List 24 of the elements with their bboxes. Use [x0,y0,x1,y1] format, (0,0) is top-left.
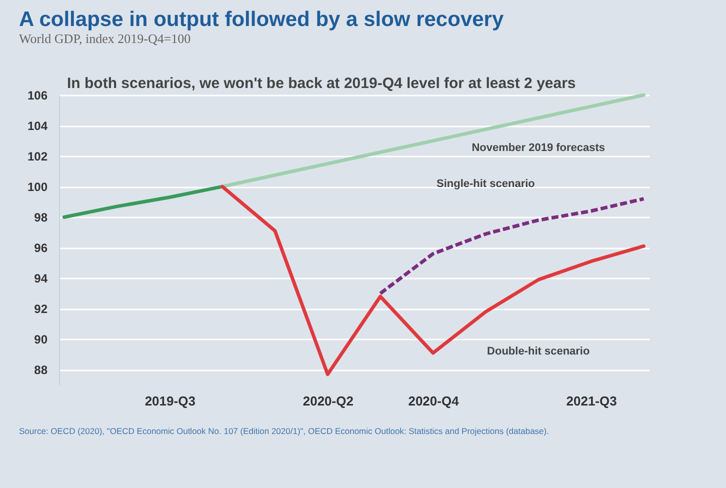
y-tick-label: 102 [27,150,48,164]
y-tick-label: 100 [27,180,48,194]
chart-subtitle: World GDP, index 2019-Q4=100 [19,31,191,46]
source-note: Source: OECD (2020), "OECD Economic Outlook No. 107 (Edition 2020/1)", OECD Economic Outlook: Statistics and Projections (database). [19,426,549,436]
line-series [378,197,646,296]
x-tick-label: 2019-Q3 [144,394,196,408]
x-tick-label: 2021-Q3 [566,394,617,408]
y-tick-label: 92 [34,302,48,316]
y-tick-label: 94 [34,272,48,286]
text: Single-hit scenario [436,178,536,190]
x-tick-label: 2020-Q2 [302,394,354,408]
y-tick-label: 98 [34,210,48,225]
x-tick-label: 2020-Q4 [408,394,460,408]
y-tick-label: 96 [34,241,48,256]
line-series [220,93,646,188]
chart-title: A collapse in output followed by a slow recovery [19,8,504,31]
y-tick-label: 90 [34,332,48,347]
series-label: November 2019 forecasts [472,142,606,154]
text: In both scenarios, we won't be back at 2019-Q4 level for at least 2 years [67,75,576,92]
y-tick-label: 88 [34,363,48,378]
text: Double-hit scenario [487,346,590,358]
y-tick-label: 104 [27,119,48,134]
line-series [62,184,224,219]
y-tick-label: 106 [27,88,48,102]
